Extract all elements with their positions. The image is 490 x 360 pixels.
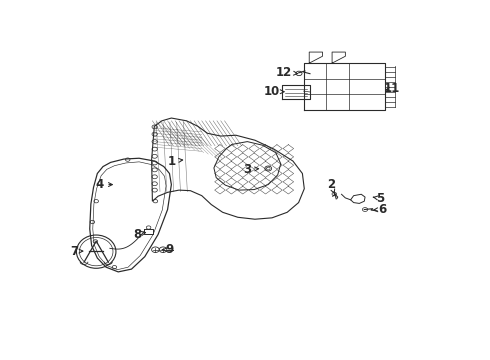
Text: 6: 6 xyxy=(374,203,386,216)
Text: 5: 5 xyxy=(373,192,384,205)
Text: 3: 3 xyxy=(243,163,259,176)
Text: 10: 10 xyxy=(264,85,284,98)
Text: 2: 2 xyxy=(327,178,335,194)
Text: 7: 7 xyxy=(71,244,83,258)
Text: 11: 11 xyxy=(384,82,400,95)
Text: 8: 8 xyxy=(133,228,146,241)
Text: 9: 9 xyxy=(163,243,173,256)
Text: 4: 4 xyxy=(95,178,112,191)
Text: 12: 12 xyxy=(275,66,297,79)
Text: 1: 1 xyxy=(167,154,183,167)
